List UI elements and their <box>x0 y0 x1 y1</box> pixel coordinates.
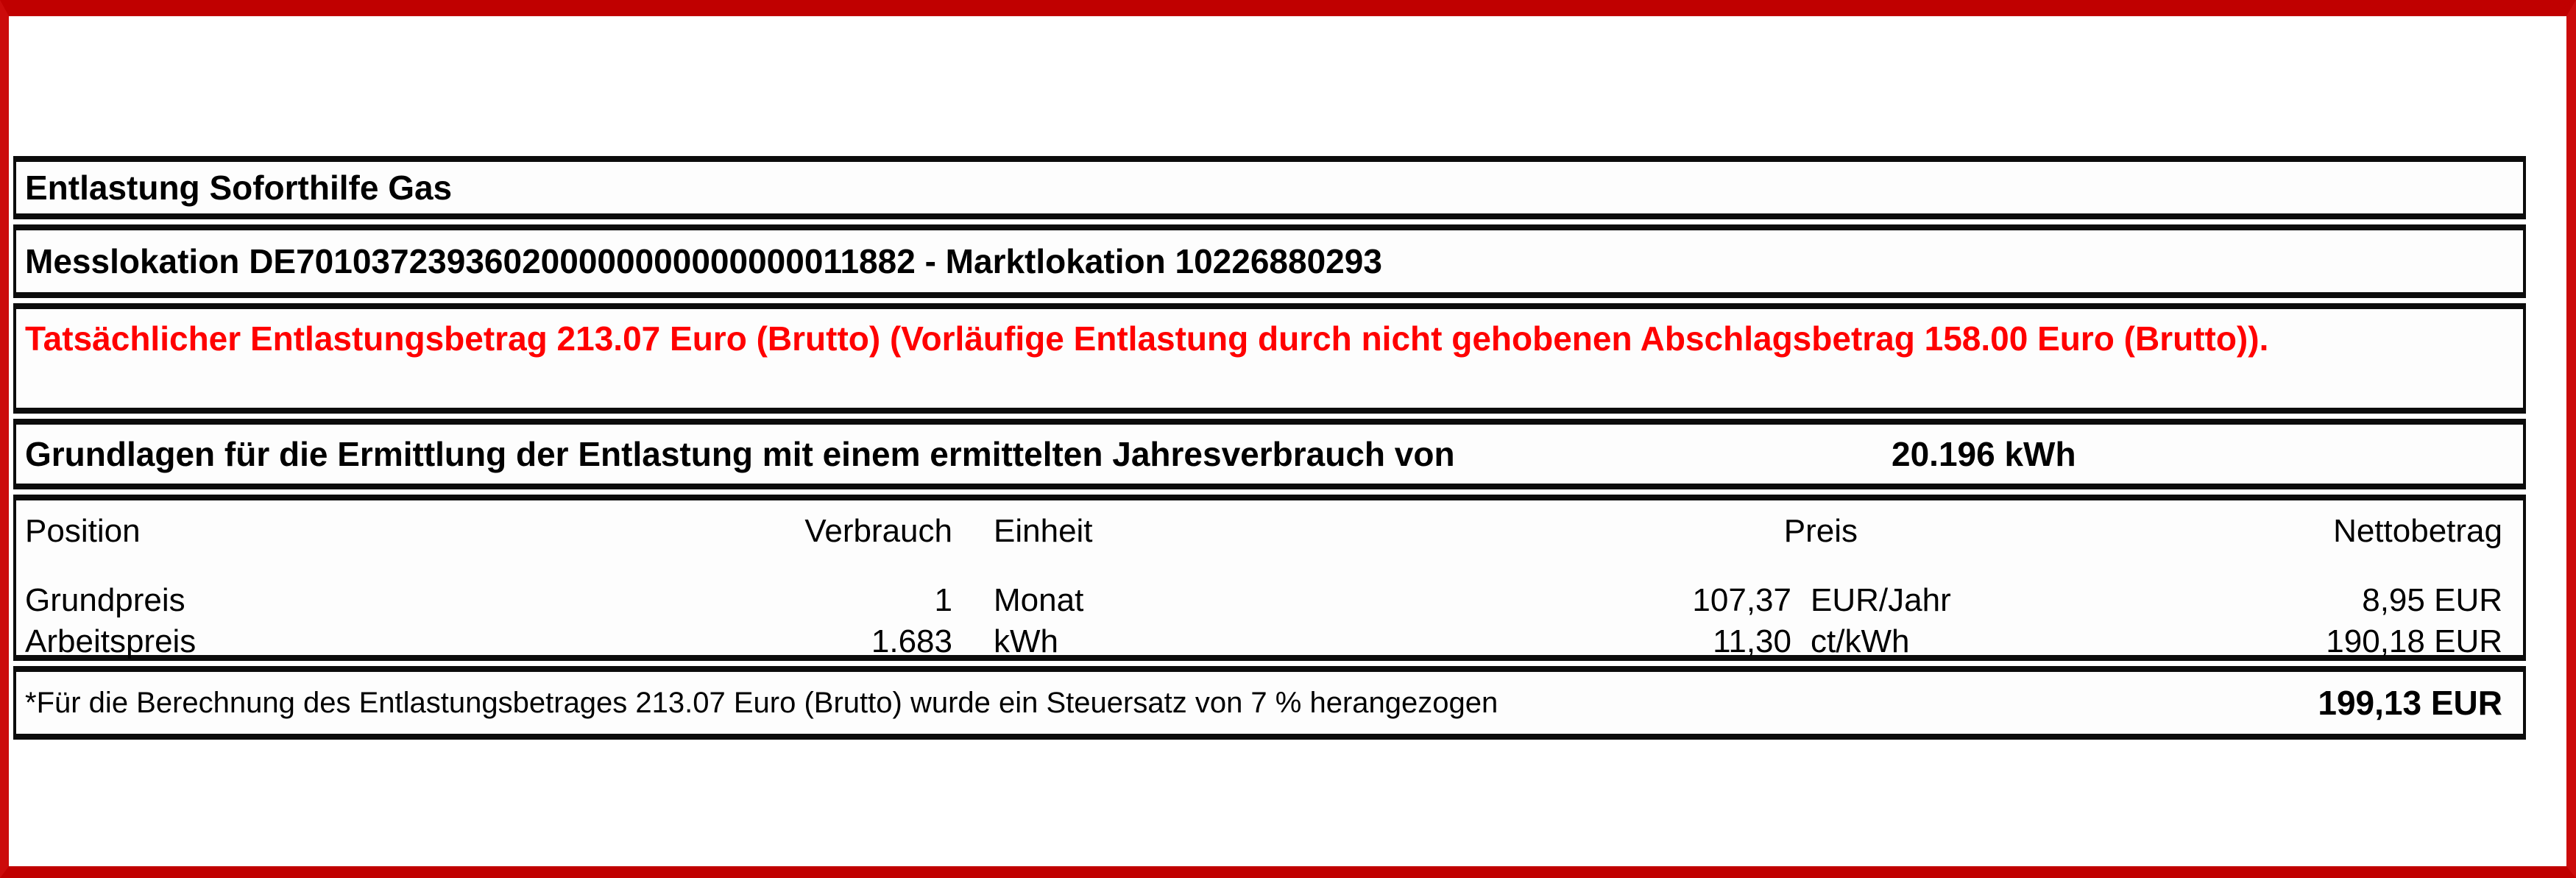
cell-verbrauch: 1 <box>934 582 952 618</box>
table-row: Arbeitspreis 1.683 kWh 11,30 ct/kWh 190,… <box>25 621 2502 662</box>
section-calculation-basis: Grundlagen für die Ermittlung der Entlas… <box>13 419 2526 489</box>
column-header-position: Position <box>25 513 141 549</box>
cell-preis-einheit: ct/kWh <box>1811 623 1910 659</box>
cell-preis: 107,37 <box>1692 582 1791 618</box>
cell-position: Arbeitspreis <box>25 623 197 659</box>
document-sections: Entlastung Soforthilfe Gas Messlokation … <box>13 156 2526 745</box>
cell-position: Grundpreis <box>25 582 185 618</box>
column-header-nettobetrag: Nettobetrag <box>2333 513 2502 549</box>
column-header-preis: Preis <box>1783 513 1858 549</box>
cell-preis: 11,30 <box>1713 623 1791 659</box>
cell-verbrauch: 1.683 <box>871 623 952 659</box>
cell-einheit: kWh <box>994 623 1058 659</box>
cell-einheit: Monat <box>994 582 1084 618</box>
total-amount: 199,13 EUR <box>2318 684 2502 722</box>
location-line: Messlokation DE7010372393602000000000000… <box>25 242 1382 280</box>
section-positions-table: Position Verbrauch Einheit Preis Nettobe… <box>13 495 2526 661</box>
column-header-einheit: Einheit <box>994 513 1093 549</box>
section-location: Messlokation DE7010372393602000000000000… <box>13 224 2526 298</box>
table-body: Grundpreis 1 Monat 107,37 EUR/Jahr 8,95 … <box>25 580 2502 662</box>
table-header-row: Position Verbrauch Einheit Preis Nettobe… <box>25 511 2502 552</box>
column-header-verbrauch: Verbrauch <box>804 513 952 549</box>
table-row: Grundpreis 1 Monat 107,37 EUR/Jahr 8,95 … <box>25 580 2502 621</box>
section-total: *Für die Berechnung des Entlastungsbetra… <box>13 666 2526 740</box>
page-title: Entlastung Soforthilfe Gas <box>25 169 453 207</box>
relief-amount-text: Tatsächlicher Entlastungsbetrag 213.07 E… <box>25 319 2269 358</box>
section-title: Entlastung Soforthilfe Gas <box>13 156 2526 219</box>
cell-preis-einheit: EUR/Jahr <box>1811 582 1951 618</box>
basis-label: Grundlagen für die Ermittlung der Entlas… <box>25 435 1455 473</box>
cell-nettobetrag: 8,95 EUR <box>2362 582 2502 618</box>
annual-consumption-value: 20.196 kWh <box>1892 435 2076 473</box>
tax-note: *Für die Berechnung des Entlastungsbetra… <box>25 686 1498 719</box>
cell-nettobetrag: 190,18 EUR <box>2326 623 2502 659</box>
section-relief-notice: Tatsächlicher Entlastungsbetrag 213.07 E… <box>13 303 2526 414</box>
